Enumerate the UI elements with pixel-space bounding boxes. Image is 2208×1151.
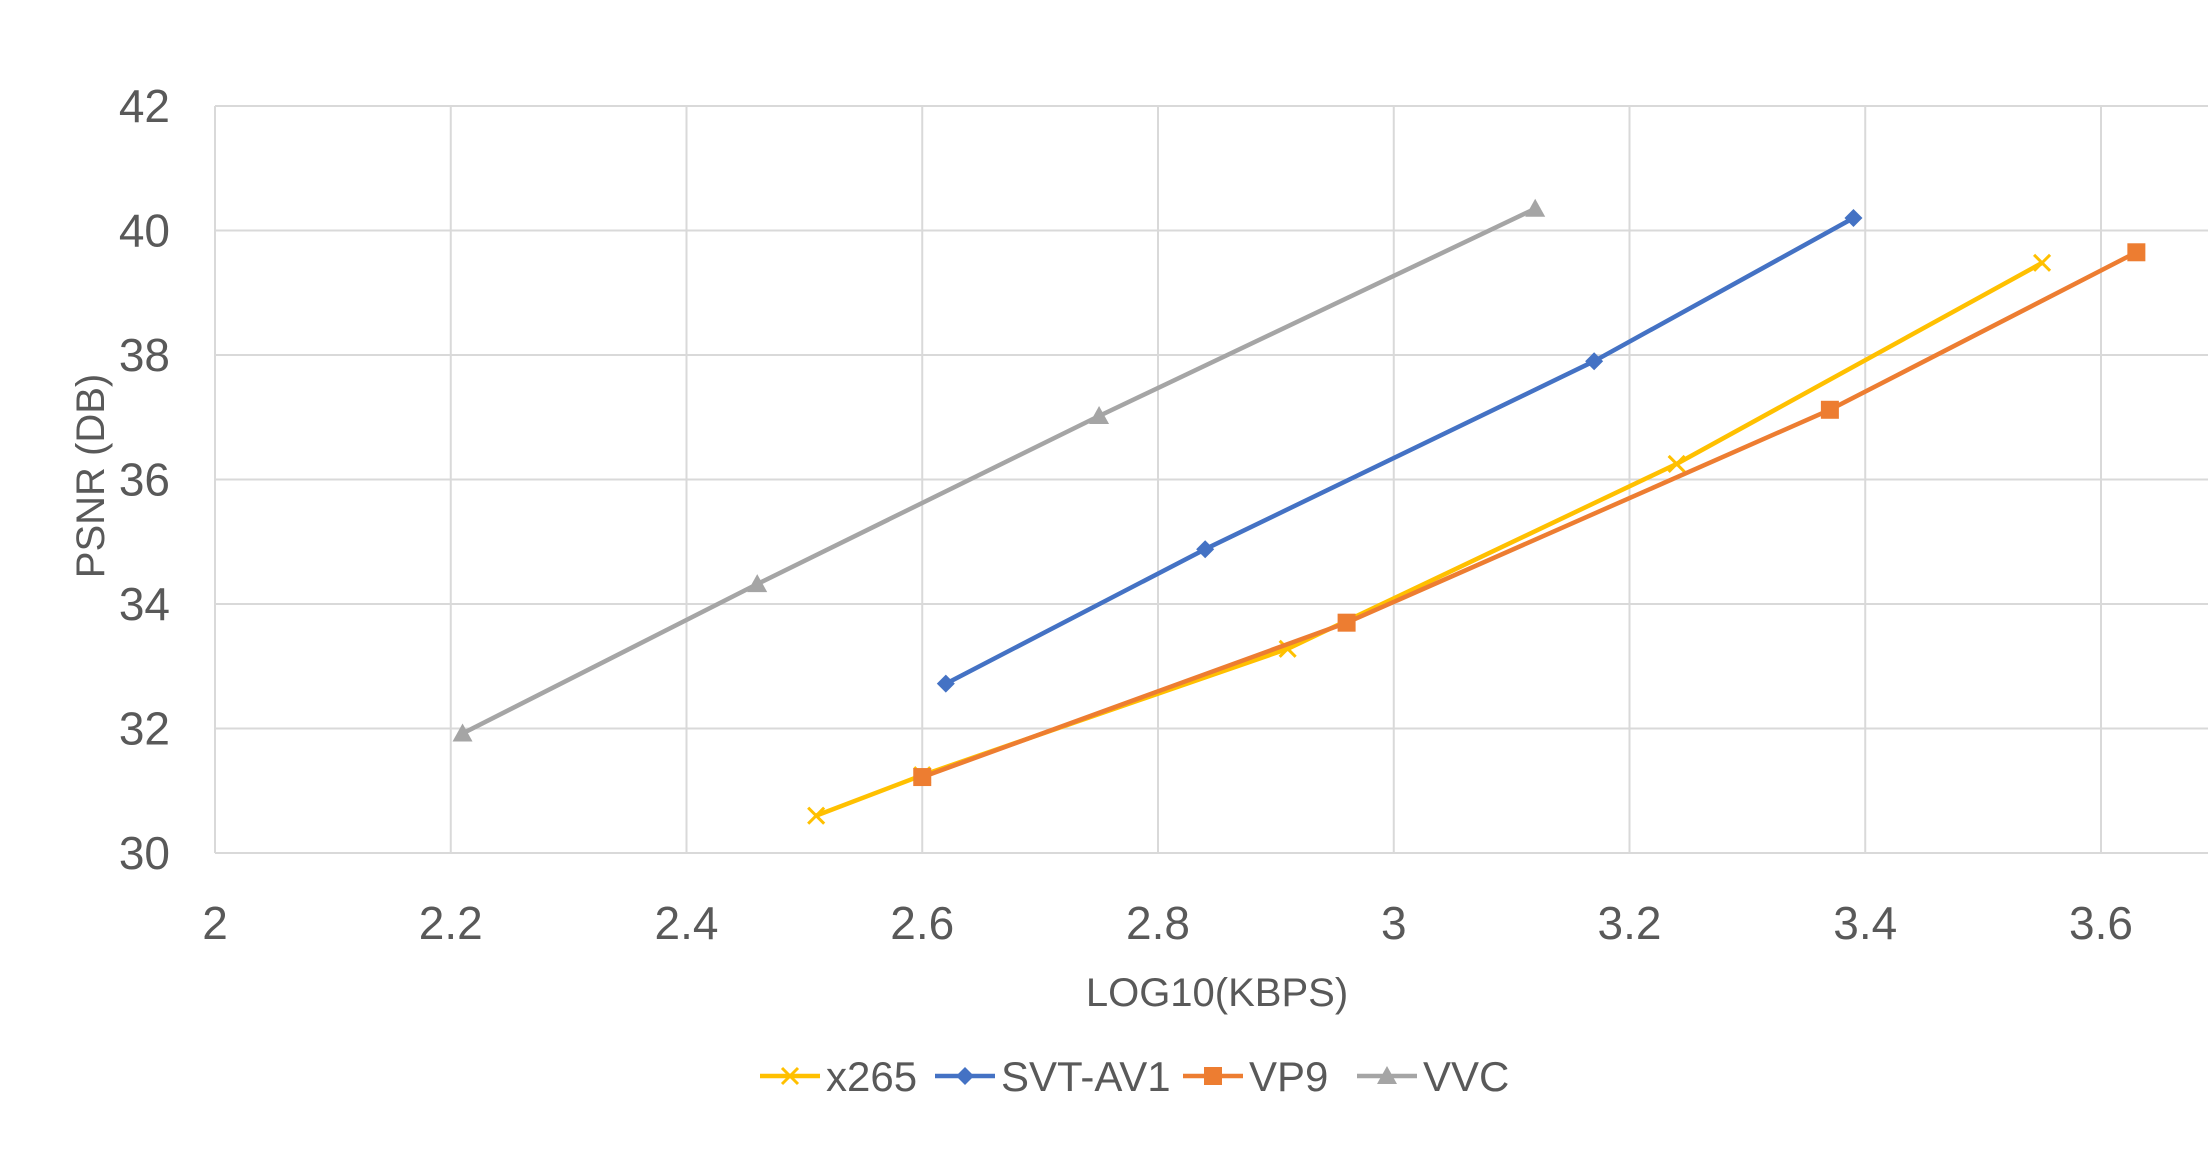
data-point-svt-av1-0 [936, 674, 955, 693]
legend-label: SVT-AV1 [1001, 1053, 1171, 1100]
data-point-vvc-1 [747, 574, 768, 593]
x-tick-label: 2 [202, 897, 228, 949]
x-tick-label: 3.2 [1598, 897, 1662, 949]
series-line-vvc [461, 206, 1537, 736]
legend: x265 SVT-AV1 VP9 VVC [760, 1053, 1509, 1100]
y-tick-label: 30 [119, 827, 170, 879]
y-tick-label: 38 [119, 329, 170, 381]
x-tick-label: 3.4 [1833, 897, 1897, 949]
series-vp9 [913, 243, 2146, 787]
y-tick-label: 34 [119, 578, 170, 630]
data-point-vvc-3 [1525, 198, 1546, 217]
x-tick-label: 3 [1381, 897, 1407, 949]
series-svt-av1 [936, 209, 1863, 693]
legend-item-vp9: VP9 [1183, 1053, 1328, 1100]
data-point-vp9-0 [913, 768, 932, 787]
legend-swatch-marker [1377, 1066, 1397, 1084]
x-axis-tick-labels: 2 2.2 2.4 2.6 2.8 3 3.2 3.4 3.6 [202, 897, 2133, 949]
legend-label: x265 [826, 1053, 917, 1100]
data-point-vp9-3 [2127, 243, 2146, 262]
x-tick-label: 2.8 [1126, 897, 1190, 949]
data-point-svt-av1-1 [1196, 540, 1215, 559]
x-tick-label: 2.6 [890, 897, 954, 949]
legend-label: VVC [1423, 1053, 1509, 1100]
x-axis-title: LOG10(KBPS) [1086, 971, 1348, 1015]
y-tick-label: 42 [119, 80, 170, 132]
data-point-vvc-0 [452, 723, 473, 742]
series-x265 [807, 253, 2052, 825]
series-line-svt-av1 [944, 216, 1855, 686]
legend-label: VP9 [1249, 1053, 1328, 1100]
y-tick-label: 36 [119, 454, 170, 506]
data-point-vp9-2 [1820, 400, 1839, 419]
series-vvc [452, 198, 1546, 742]
data-point-vp9-1 [1337, 613, 1356, 632]
y-axis-tick-labels: 30 32 34 36 38 40 42 [119, 80, 170, 879]
legend-swatch-marker [1204, 1067, 1222, 1085]
data-point-x265-4 [2032, 253, 2052, 272]
legend-swatch-marker [780, 1066, 800, 1086]
data-point-x265-3 [1667, 454, 1686, 473]
legend-item-vvc: VVC [1357, 1053, 1509, 1100]
data-point-vvc-2 [1089, 406, 1110, 425]
series-line-vp9 [921, 250, 2138, 780]
series-layer [452, 198, 2146, 825]
grid [214, 105, 2208, 854]
legend-swatch-marker [956, 1067, 974, 1085]
data-point-x265-0 [807, 806, 826, 825]
x-tick-label: 2.2 [419, 897, 483, 949]
y-axis-title: PSNR (DB) [69, 374, 113, 578]
x-tick-label: 3.6 [2069, 897, 2133, 949]
x-tick-label: 2.4 [655, 897, 719, 949]
legend-item-svt-av1: SVT-AV1 [935, 1053, 1171, 1100]
data-point-svt-av1-2 [1585, 352, 1604, 371]
data-point-svt-av1-3 [1844, 209, 1863, 228]
y-tick-label: 40 [119, 205, 170, 257]
y-tick-label: 32 [119, 703, 170, 755]
series-line-x265 [815, 260, 2044, 818]
legend-item-x265: x265 [760, 1053, 917, 1100]
